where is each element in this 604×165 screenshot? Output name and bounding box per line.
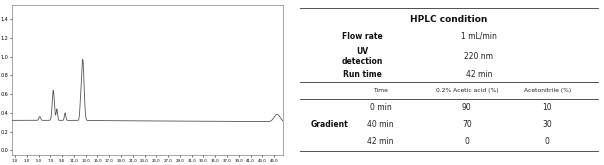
Text: 0.2% Acetic acid (%): 0.2% Acetic acid (%) — [435, 88, 498, 93]
Text: 0: 0 — [464, 137, 469, 147]
Text: Gradient: Gradient — [311, 120, 349, 129]
Text: 10: 10 — [542, 103, 552, 112]
Text: 90: 90 — [462, 103, 472, 112]
Text: Run time: Run time — [343, 70, 382, 79]
Text: 30: 30 — [542, 120, 552, 129]
Text: Acetonitrile (%): Acetonitrile (%) — [524, 88, 571, 93]
Text: 0: 0 — [545, 137, 550, 147]
Text: 42 min: 42 min — [466, 70, 492, 79]
Text: 0 min: 0 min — [370, 103, 391, 112]
Text: 42 min: 42 min — [367, 137, 394, 147]
Text: 70: 70 — [462, 120, 472, 129]
Text: 40 min: 40 min — [367, 120, 394, 129]
Text: HPLC condition: HPLC condition — [410, 16, 487, 24]
Text: 1 mL/min: 1 mL/min — [461, 32, 496, 41]
Text: 220 nm: 220 nm — [464, 52, 493, 61]
Text: Flow rate: Flow rate — [342, 32, 383, 41]
Text: Time: Time — [373, 88, 388, 93]
Text: UV
detection: UV detection — [342, 47, 384, 66]
